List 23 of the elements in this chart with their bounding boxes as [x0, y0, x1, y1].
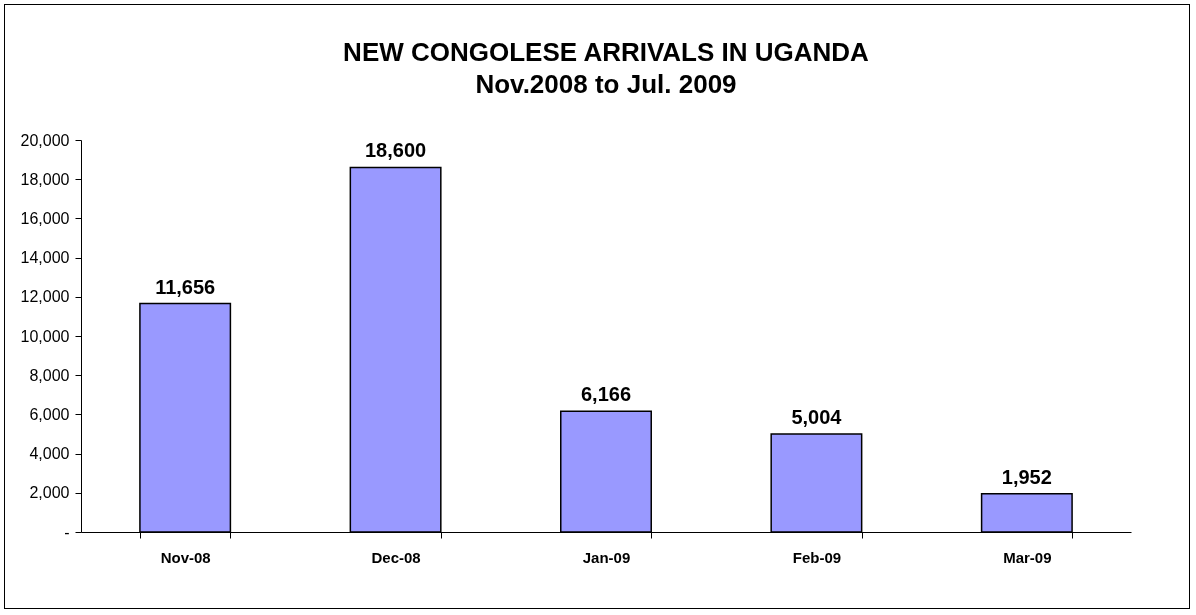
- y-tick-label: 10,000: [20, 327, 70, 345]
- data-label: 11,656: [155, 275, 216, 298]
- y-tick-label: 4,000: [29, 445, 70, 463]
- data-label: 1,952: [1001, 465, 1052, 488]
- x-tick-label: Nov-08: [160, 548, 211, 566]
- chart-subtitle: Nov.2008 to Jul. 2009: [475, 69, 737, 99]
- y-tick-label: 20,000: [20, 131, 70, 149]
- y-tick-label: 12,000: [20, 288, 70, 306]
- y-tick-label: 14,000: [20, 249, 70, 267]
- x-tick-label: Jan-09: [582, 548, 631, 566]
- y-tick-label: 6,000: [29, 405, 70, 423]
- x-tick-label: Mar-09: [1003, 548, 1052, 566]
- y-tick-label: 16,000: [20, 209, 70, 227]
- y-tick-label: -: [64, 523, 70, 541]
- y-tick-label: 18,000: [20, 170, 70, 188]
- chart-title: NEW CONGOLESE ARRIVALS IN UGANDA: [343, 37, 870, 67]
- data-label: 5,004: [791, 405, 843, 428]
- data-label: 6,166: [580, 383, 632, 406]
- x-tick-label: Dec-08: [371, 548, 421, 566]
- y-tick-label: 8,000: [29, 366, 70, 384]
- x-tick-label: Feb-09: [792, 548, 842, 566]
- y-tick-label: 2,000: [29, 484, 70, 502]
- data-label: 18,600: [364, 139, 427, 162]
